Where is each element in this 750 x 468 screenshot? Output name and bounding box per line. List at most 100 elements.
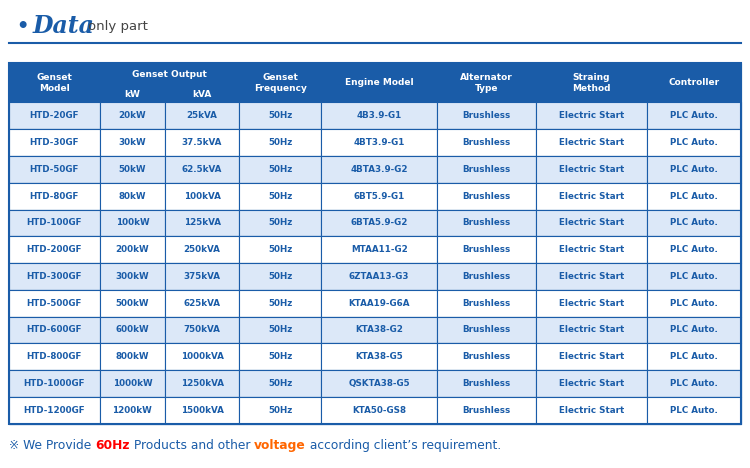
Text: 30kW: 30kW <box>118 138 146 147</box>
Bar <box>647 236 741 263</box>
Text: PLC Auto.: PLC Auto. <box>670 138 718 147</box>
Text: PLC Auto.: PLC Auto. <box>670 111 718 120</box>
Bar <box>437 316 536 344</box>
Text: 200kW: 200kW <box>116 245 149 254</box>
Text: according client’s requirement.: according client’s requirement. <box>306 439 501 452</box>
Bar <box>100 370 165 397</box>
Bar <box>165 344 239 370</box>
Text: Electric Start: Electric Start <box>559 379 624 388</box>
Text: •: • <box>16 17 28 36</box>
Text: 50Hz: 50Hz <box>268 191 292 201</box>
Bar <box>100 156 165 183</box>
Text: Brushless: Brushless <box>463 325 511 335</box>
Text: KTA38-G5: KTA38-G5 <box>356 352 403 361</box>
Bar <box>647 63 741 102</box>
Text: Brushless: Brushless <box>463 299 511 307</box>
Text: Brushless: Brushless <box>463 191 511 201</box>
Text: 62.5kVA: 62.5kVA <box>182 165 222 174</box>
Bar <box>165 397 239 424</box>
Text: 100kVA: 100kVA <box>184 191 220 201</box>
Text: 50Hz: 50Hz <box>268 165 292 174</box>
Bar <box>536 290 647 316</box>
Bar <box>536 156 647 183</box>
Bar <box>536 263 647 290</box>
Bar <box>165 156 239 183</box>
Text: PLC Auto.: PLC Auto. <box>670 406 718 415</box>
Text: 1200kW: 1200kW <box>112 406 152 415</box>
Bar <box>100 102 165 129</box>
Text: KTA50-GS8: KTA50-GS8 <box>352 406 407 415</box>
Bar <box>100 236 165 263</box>
Text: HTD-50GF: HTD-50GF <box>30 165 79 174</box>
Text: Electric Start: Electric Start <box>559 245 624 254</box>
Text: Electric Start: Electric Start <box>559 325 624 335</box>
Text: Controller: Controller <box>668 78 719 88</box>
Bar <box>165 86 239 102</box>
Text: Brushless: Brushless <box>463 245 511 254</box>
Text: PLC Auto.: PLC Auto. <box>670 299 718 307</box>
Text: 50Hz: 50Hz <box>268 111 292 120</box>
Text: Electric Start: Electric Start <box>559 406 624 415</box>
Bar <box>239 183 321 210</box>
Text: 300kW: 300kW <box>116 272 149 281</box>
Bar <box>100 86 165 102</box>
Text: Brushless: Brushless <box>463 165 511 174</box>
Text: Electric Start: Electric Start <box>559 138 624 147</box>
Text: 6ZTAA13-G3: 6ZTAA13-G3 <box>349 272 410 281</box>
Bar <box>437 397 536 424</box>
Text: 1500kVA: 1500kVA <box>181 406 224 415</box>
Bar <box>321 290 437 316</box>
Bar <box>9 344 741 370</box>
Bar <box>321 370 437 397</box>
Text: Brushless: Brushless <box>463 138 511 147</box>
Bar <box>9 183 100 210</box>
Bar <box>165 370 239 397</box>
Bar <box>9 263 741 290</box>
Bar <box>321 129 437 156</box>
Bar <box>437 344 536 370</box>
Text: Brushless: Brushless <box>463 111 511 120</box>
Bar <box>100 210 165 236</box>
Text: KTA38-G2: KTA38-G2 <box>356 325 404 335</box>
Bar <box>321 316 437 344</box>
Bar <box>9 102 741 129</box>
Text: 6BTA5.9-G2: 6BTA5.9-G2 <box>350 219 408 227</box>
Bar <box>165 183 239 210</box>
Text: 20kW: 20kW <box>118 111 146 120</box>
Bar <box>239 210 321 236</box>
Bar <box>239 102 321 129</box>
Text: Genset
Model: Genset Model <box>37 73 72 93</box>
Text: 37.5kVA: 37.5kVA <box>182 138 222 147</box>
Text: 80kW: 80kW <box>118 191 146 201</box>
Bar <box>321 344 437 370</box>
Bar <box>165 210 239 236</box>
Text: 50Hz: 50Hz <box>268 352 292 361</box>
Bar <box>165 316 239 344</box>
Bar <box>321 236 437 263</box>
Bar <box>9 236 741 263</box>
Text: QSKTA38-G5: QSKTA38-G5 <box>349 379 410 388</box>
Text: 50Hz: 50Hz <box>268 219 292 227</box>
Bar <box>647 263 741 290</box>
Bar <box>165 129 239 156</box>
Text: 4B3.9-G1: 4B3.9-G1 <box>356 111 402 120</box>
Bar <box>9 156 741 183</box>
Bar <box>321 263 437 290</box>
Text: 50Hz: 50Hz <box>268 406 292 415</box>
Text: ※ We Provide: ※ We Provide <box>9 439 95 452</box>
Bar <box>9 316 741 344</box>
Text: PLC Auto.: PLC Auto. <box>670 325 718 335</box>
Bar <box>100 63 239 86</box>
Bar <box>437 156 536 183</box>
Text: Products and other: Products and other <box>130 439 254 452</box>
Text: 50Hz: 50Hz <box>268 299 292 307</box>
Text: Brushless: Brushless <box>463 379 511 388</box>
Bar <box>9 210 100 236</box>
Text: 100kW: 100kW <box>116 219 149 227</box>
Bar <box>9 316 100 344</box>
Bar <box>536 236 647 263</box>
Text: PLC Auto.: PLC Auto. <box>670 245 718 254</box>
Bar <box>9 290 741 316</box>
Bar <box>239 236 321 263</box>
Bar <box>239 129 321 156</box>
